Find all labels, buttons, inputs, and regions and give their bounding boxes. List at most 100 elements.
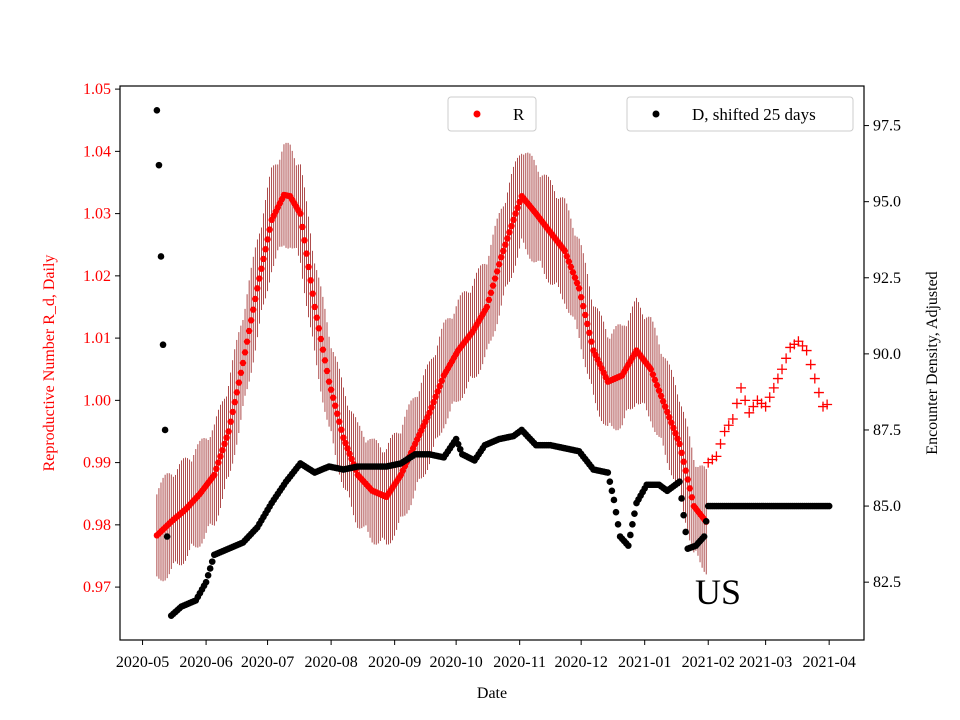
r-point: [221, 440, 228, 448]
r-point: [500, 247, 507, 255]
r-point: [569, 269, 577, 276]
r-point: [674, 435, 681, 442]
r-point: [303, 250, 310, 257]
r-error-bars: [156, 142, 707, 582]
r-point: [672, 430, 679, 437]
r-point: [313, 314, 320, 321]
r-point: [223, 434, 230, 441]
r-extrapolated-point: [740, 395, 751, 406]
r-point: [426, 409, 433, 416]
r-extrapolated-point: [805, 359, 816, 370]
r-point: [229, 408, 236, 416]
r-point: [487, 289, 495, 296]
r-point: [327, 386, 335, 393]
r-point: [664, 408, 671, 416]
r-extrapolated-point: [813, 387, 824, 398]
x-tick-label: 2020-06: [179, 654, 232, 671]
d-point: [682, 528, 689, 536]
legend-r: R: [447, 96, 537, 132]
r-point: [262, 245, 269, 253]
r-extrapolated-point: [801, 345, 812, 356]
r-point: [329, 394, 337, 401]
d-point: [452, 435, 460, 443]
r-point: [436, 382, 443, 390]
r-point: [502, 241, 509, 248]
d-point: [159, 341, 167, 349]
r-point: [571, 274, 579, 281]
y-right-axis-label: Encounter Density, Adjusted: [924, 271, 941, 454]
legend-r-label: R: [513, 105, 525, 124]
r-point: [344, 445, 351, 452]
r-point: [266, 226, 273, 233]
r-point: [311, 303, 318, 311]
x-tick-label: 2020-09: [368, 654, 421, 671]
r-point: [668, 419, 675, 426]
r-point: [243, 338, 251, 345]
r-point: [321, 357, 329, 364]
d-point: [454, 440, 462, 448]
r-point: [508, 222, 515, 230]
d-point: [604, 469, 612, 476]
r-point: [307, 277, 314, 284]
r-point: [577, 293, 585, 301]
y-right-tick-label: 90.0: [873, 346, 901, 363]
r-point: [215, 459, 222, 466]
y-right-tick-label: 85.0: [873, 498, 901, 515]
d-point: [629, 521, 636, 528]
x-tick-label: 2021-01: [618, 654, 671, 671]
r-point: [239, 359, 247, 367]
r-point: [504, 235, 511, 242]
r-point: [561, 247, 568, 255]
y-left-tick-label: 0.99: [83, 455, 111, 472]
x-tick-label: 2020-10: [429, 654, 482, 671]
r-point: [438, 377, 445, 384]
r-point: [235, 379, 243, 386]
r-point: [428, 404, 435, 411]
y-left-tick-label: 0.98: [83, 517, 111, 534]
r-point: [434, 388, 441, 395]
r-point: [491, 275, 499, 282]
r-point: [256, 275, 263, 282]
d-point: [153, 107, 161, 114]
r-point: [582, 311, 589, 319]
r-point: [323, 367, 331, 375]
r-extrapolated-point: [727, 414, 738, 425]
r-point: [231, 398, 238, 406]
legend-r-box: [447, 96, 537, 132]
r-point: [315, 325, 323, 332]
r-point: [348, 455, 355, 463]
r-extrapolated-point: [822, 399, 833, 410]
y-left-tick-label: 1.04: [83, 143, 111, 160]
d-point: [825, 502, 833, 510]
d-point: [155, 161, 163, 169]
r-point: [657, 392, 665, 400]
d-point: [700, 533, 708, 540]
d-point: [678, 495, 685, 502]
r-point: [319, 346, 327, 353]
r-extrapolated-point: [781, 353, 792, 364]
r-extrapolated-point: [768, 382, 779, 393]
y-left-tick-label: 1.05: [83, 81, 111, 98]
r-point: [651, 376, 659, 384]
d-point: [157, 253, 165, 260]
r-point: [684, 476, 691, 483]
r-point: [217, 453, 224, 460]
d-point: [606, 478, 614, 486]
d-point: [161, 426, 169, 434]
legend-d-marker: [652, 110, 660, 118]
r-point: [495, 261, 503, 268]
d-point: [680, 511, 687, 519]
r-point: [245, 327, 253, 335]
r-point: [483, 303, 491, 311]
r-extrapolated-point: [809, 373, 820, 384]
r-point: [332, 402, 339, 409]
r-point: [305, 263, 312, 271]
r-point: [493, 268, 501, 275]
r-point: [254, 285, 261, 292]
r-point: [573, 279, 581, 287]
x-tick-label: 2020-11: [493, 654, 546, 671]
x-tick-label: 2020-07: [241, 654, 294, 671]
r-point: [237, 369, 245, 376]
y-right-tick-label: 87.5: [873, 422, 901, 439]
d-point: [631, 510, 638, 517]
